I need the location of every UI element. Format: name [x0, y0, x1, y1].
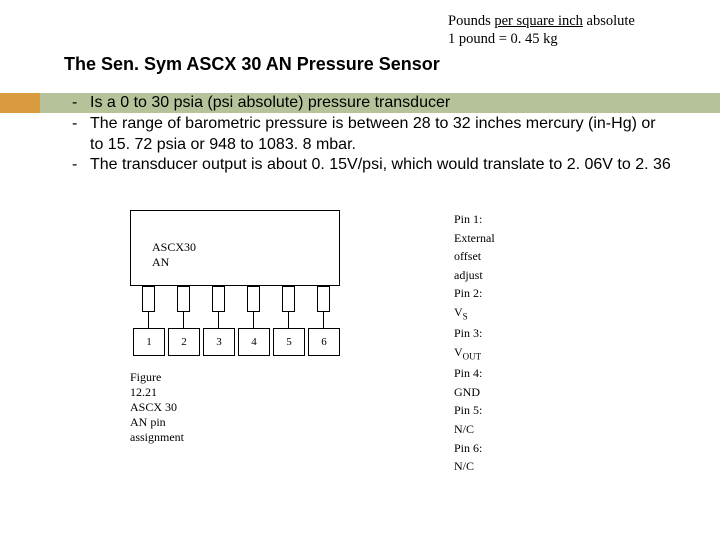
pin-connector-6: [323, 312, 324, 328]
pin-desc-4: Pin 4: GND: [454, 364, 495, 401]
accent-box: [0, 93, 40, 113]
pin-stub-4: [247, 286, 260, 312]
page-title: The Sen. Sym ASCX 30 AN Pressure Sensor: [64, 54, 440, 75]
pin-desc-2: Pin 2: VS: [454, 284, 495, 324]
bullet-list: Is a 0 to 30 psia (psi absolute) pressur…: [72, 93, 671, 176]
bullet-item-2b: to 15. 72 psia or 948 to 1083. 8 mbar.: [72, 135, 671, 156]
pin-number-box-4: 4: [238, 328, 270, 356]
chip-label: ASCX30 AN: [152, 240, 196, 270]
pin-connector-5: [288, 312, 289, 328]
annotation-line1-underline: per square inch: [494, 13, 583, 29]
pin-stub-2: [177, 286, 190, 312]
pin-stub-5: [282, 286, 295, 312]
pin-stub-1: [142, 286, 155, 312]
annotation-callout: Pounds per square inch absolute 1 pound …: [448, 12, 635, 48]
bullet-item-1: Is a 0 to 30 psia (psi absolute) pressur…: [72, 93, 671, 114]
pin-desc-1: Pin 1: External offset adjust: [454, 210, 495, 284]
annotation-line1-suffix: absolute: [583, 13, 635, 29]
pin-number-box-1: 1: [133, 328, 165, 356]
pin-description-list: Pin 1: External offset adjust Pin 2: VS …: [454, 210, 495, 476]
pin-connector-2: [183, 312, 184, 328]
pin-desc-5: Pin 5: N/C: [454, 401, 495, 438]
figure-caption: Figure 12.21 ASCX 30 AN pin assignment: [130, 370, 184, 445]
pin-number-box-3: 3: [203, 328, 235, 356]
pin-number-box-5: 5: [273, 328, 305, 356]
annotation-line-1: Pounds per square inch absolute: [448, 12, 635, 30]
pin-connector-1: [148, 312, 149, 328]
annotation-line1-prefix: Pounds: [448, 13, 494, 29]
pin-connector-4: [253, 312, 254, 328]
pin-desc-2-text: Pin 2: V: [454, 286, 482, 319]
pin-stub-3: [212, 286, 225, 312]
bullet-item-2: The range of barometric pressure is betw…: [72, 114, 671, 135]
pin-desc-3-sub: OUT: [463, 351, 482, 361]
bullet-item-3: The transducer output is about 0. 15V/ps…: [72, 155, 671, 176]
pin-desc-2-sub: S: [463, 311, 468, 321]
pin-number-box-6: 6: [308, 328, 340, 356]
pin-desc-6: Pin 6: N/C: [454, 439, 495, 476]
pin-number-box-2: 2: [168, 328, 200, 356]
pin-stub-6: [317, 286, 330, 312]
annotation-line-2: 1 pound = 0. 45 kg: [448, 30, 635, 48]
pin-connector-3: [218, 312, 219, 328]
pin-desc-3: Pin 3: VOUT: [454, 324, 495, 364]
